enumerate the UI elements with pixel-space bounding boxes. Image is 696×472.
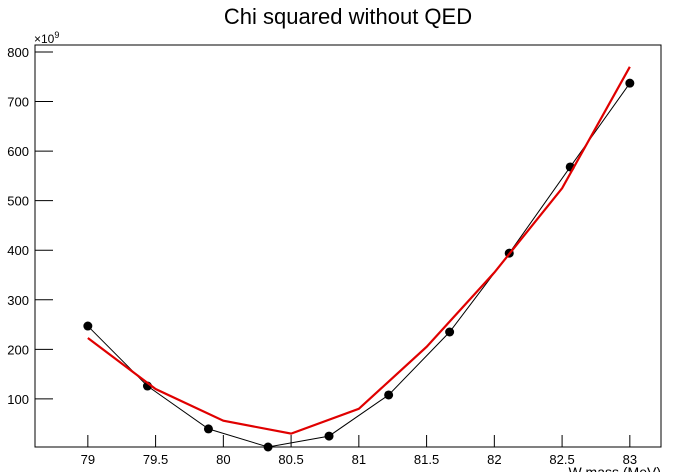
data-point [625,78,635,88]
series-line [87,66,631,435]
data-point [83,321,93,331]
x-tick-label: 80 [216,452,230,467]
x-tick-label: 79 [81,452,95,467]
x-tick-label: 80.5 [278,452,303,467]
x-tick-label: 79.5 [143,452,168,467]
x-tick-label: 81.5 [414,452,439,467]
y-tick-label: 100 [7,392,29,407]
data-point [324,431,334,441]
data-point [203,424,213,434]
x-tick-label: 82.5 [549,452,574,467]
x-axis-label: W mass (MeV) [568,464,661,472]
y-multiplier: ×109 [34,30,59,46]
chart-title: Chi squared without QED [224,4,472,29]
y-tick-label: 500 [7,194,29,209]
y-multiplier-base: ×10 [34,32,55,46]
y-tick-label: 700 [7,95,29,110]
data-point [384,390,394,400]
y-multiplier-exponent: 9 [54,30,59,40]
y-tick-label: 600 [7,144,29,159]
y-tick-label: 200 [7,342,29,357]
data-point [263,442,273,452]
series-line [87,82,631,448]
plot-frame [34,44,662,448]
x-tick-label: 82 [487,452,501,467]
x-tick-label: 83 [623,452,637,467]
data-point [445,327,455,337]
x-tick-label: 81 [352,452,366,467]
y-tick-label: 300 [7,293,29,308]
y-tick-label: 400 [7,243,29,258]
y-tick-label: 800 [7,45,29,60]
